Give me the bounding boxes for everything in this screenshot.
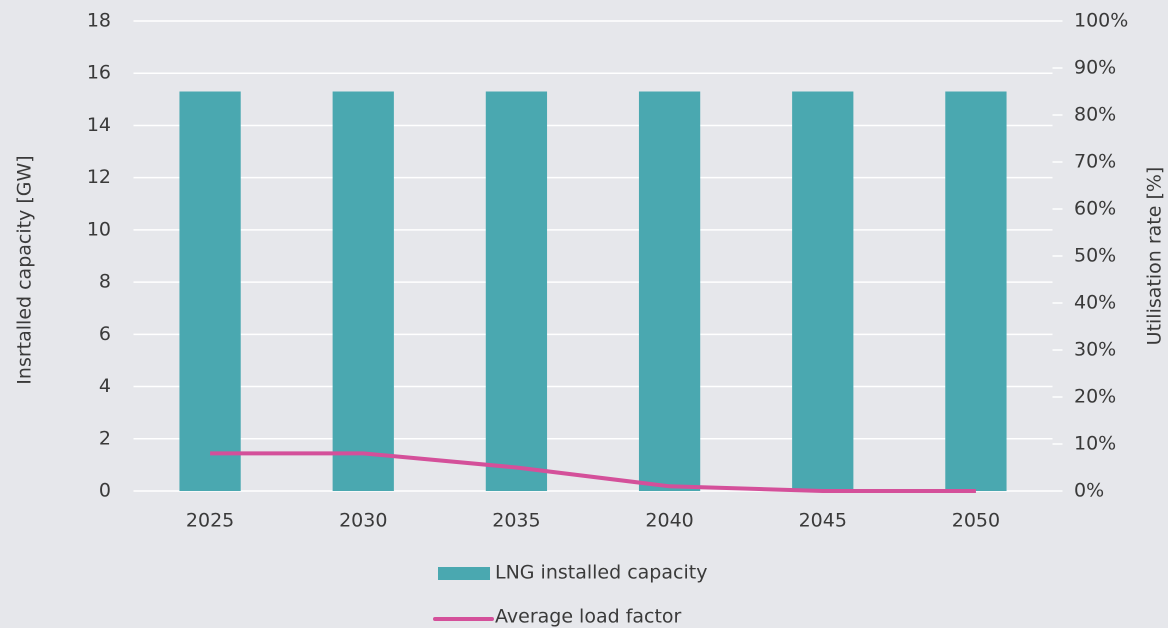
y-tick-label: 18 xyxy=(87,10,111,32)
y2-tick-label: 20% xyxy=(1074,386,1116,408)
y-tick-label: 6 xyxy=(99,323,111,345)
x-tick-label: 2050 xyxy=(952,510,1000,532)
y-tick-label: 0 xyxy=(99,480,111,502)
y-axis-label: Insrtalled capacity [GW] xyxy=(14,155,36,384)
bar xyxy=(485,91,548,491)
y2-tick-label: 70% xyxy=(1074,151,1116,173)
x-tick-label: 2040 xyxy=(645,510,693,532)
y2-tick-label: 80% xyxy=(1074,104,1116,126)
bar xyxy=(332,91,394,491)
y2-tick-label: 90% xyxy=(1074,57,1116,79)
y2-tick-label: 0% xyxy=(1074,480,1104,502)
x-tick-label: 2035 xyxy=(492,510,540,532)
y2-tick-label: 40% xyxy=(1074,292,1116,314)
y-tick-label: 12 xyxy=(87,166,111,188)
y2-tick-label: 30% xyxy=(1074,339,1116,361)
y-tick-label: 10 xyxy=(87,218,111,240)
legend-label: LNG installed capacity xyxy=(495,562,707,584)
y-tick-label: 4 xyxy=(99,375,111,397)
x-tick-label: 2030 xyxy=(339,510,387,532)
y-tick-label: 8 xyxy=(99,271,111,293)
y-tick-label: 2 xyxy=(99,427,111,449)
bar xyxy=(638,91,701,491)
legend-swatch xyxy=(438,567,490,580)
y2-tick-label: 100% xyxy=(1074,10,1128,32)
y-tick-label: 14 xyxy=(87,114,111,136)
bar xyxy=(179,91,241,491)
y2-tick-label: 50% xyxy=(1074,245,1116,267)
y2-tick-label: 10% xyxy=(1074,433,1116,455)
bar xyxy=(945,91,1007,491)
line xyxy=(210,451,976,493)
y2-axis-label: Utilisation rate [%] xyxy=(1144,167,1166,346)
x-tick-label: 2025 xyxy=(186,510,234,532)
bar xyxy=(792,91,854,491)
y2-tick-label: 60% xyxy=(1074,198,1116,220)
legend-label: Average load factor xyxy=(495,606,682,628)
y-tick-label: 16 xyxy=(87,62,111,84)
x-tick-label: 2045 xyxy=(799,510,847,532)
